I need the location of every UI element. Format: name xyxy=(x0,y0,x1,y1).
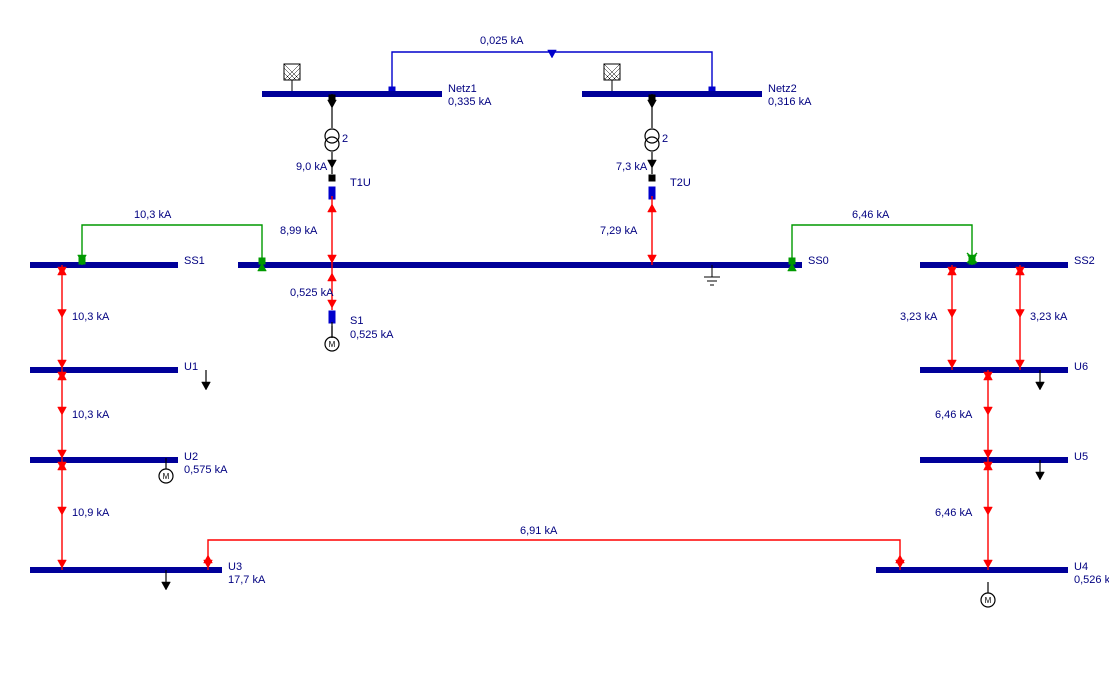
motor-letter: M xyxy=(163,472,170,481)
single-line-diagram: 0,025 kA Netz10,335 kA Netz20,316 kA SS0 SS1… xyxy=(0,0,1109,678)
branch-current: 10,3 kA xyxy=(72,409,110,421)
breaker-icon xyxy=(329,311,335,317)
breaker-icon xyxy=(649,95,655,101)
bus-name-U3: U3 xyxy=(228,561,242,573)
coupler-current: 10,3 kA xyxy=(134,209,172,221)
bottom-link xyxy=(208,540,900,570)
bus-name-U5: U5 xyxy=(1074,451,1088,463)
t-feed-name: T2U xyxy=(670,177,691,189)
flow-arrow-icon xyxy=(204,555,213,563)
bus-name-SS2: SS2 xyxy=(1074,255,1095,267)
flow-arrow-icon xyxy=(948,360,957,368)
flow-arrow-icon xyxy=(58,310,67,318)
grid-source-icon xyxy=(604,64,620,80)
top-link-value: 0,025 kA xyxy=(480,35,524,47)
t-feed-name: T1U xyxy=(350,177,371,189)
bus-name-SS1: SS1 xyxy=(184,255,205,267)
bus-name-U2: U2 xyxy=(184,451,198,463)
grid-source-icon xyxy=(284,64,300,80)
s1-current-top: 0,525 kA xyxy=(290,287,334,299)
flow-arrow-icon xyxy=(58,507,67,515)
ground-icon xyxy=(704,277,720,285)
flow-arrow-icon xyxy=(58,560,67,568)
flow-arrow-icon xyxy=(58,360,67,368)
motor-icon: M xyxy=(325,337,339,351)
feed-current: 7,29 kA xyxy=(600,225,638,237)
bottom-link-current: 6,91 kA xyxy=(520,525,558,537)
transformer-tap: 2 xyxy=(662,133,668,145)
flow-arrow-icon xyxy=(648,160,657,168)
load-arrow-icon xyxy=(1036,472,1045,480)
breaker-icon xyxy=(79,258,85,264)
motor-icon: M xyxy=(159,469,173,483)
t-feed-current: 7,3 kA xyxy=(616,161,648,173)
flow-arrow-icon xyxy=(548,50,557,58)
branch-current: 6,46 kA xyxy=(935,409,973,421)
flow-arrow-icon xyxy=(984,507,993,515)
flow-arrow-icon xyxy=(984,560,993,568)
breaker-icon xyxy=(789,258,795,264)
breaker-icon xyxy=(329,95,335,101)
flow-arrow-icon xyxy=(648,255,657,263)
flow-arrow-icon xyxy=(1016,360,1025,368)
motor-letter: M xyxy=(985,596,992,605)
load-arrow-icon xyxy=(202,382,211,390)
breaker-icon xyxy=(649,187,655,193)
bus-name-U1: U1 xyxy=(184,361,198,373)
flow-arrow-icon xyxy=(984,407,993,415)
flow-arrow-icon xyxy=(328,300,337,308)
transformer-icon xyxy=(325,129,339,151)
branch-current: 3,23 kA xyxy=(900,311,938,323)
flow-arrow-icon xyxy=(984,450,993,458)
branch-current: 6,46 kA xyxy=(935,507,973,519)
flow-arrow-icon xyxy=(896,555,905,563)
flow-arrow-icon xyxy=(948,310,957,318)
transformer-icon xyxy=(645,129,659,151)
bus-name-Netz1: Netz1 xyxy=(448,83,477,95)
bus-name-SS0: SS0 xyxy=(808,255,829,267)
branch-current: 10,9 kA xyxy=(72,507,110,519)
s1-current-bot: 0,525 kA xyxy=(350,329,394,341)
bus-current-U3: 17,7 kA xyxy=(228,574,266,586)
flow-arrow-icon xyxy=(58,407,67,415)
breaker-icon xyxy=(259,258,265,264)
load-arrow-icon xyxy=(162,582,171,590)
flow-arrow-icon xyxy=(648,204,657,212)
flow-arrow-icon xyxy=(328,204,337,212)
flow-arrow-icon xyxy=(1016,310,1025,318)
flow-arrow-icon xyxy=(328,160,337,168)
motor-letter: M xyxy=(329,340,336,349)
s1-name: S1 xyxy=(350,315,363,327)
green-coupler xyxy=(82,225,262,265)
breaker-icon xyxy=(329,175,335,181)
flow-arrow-icon xyxy=(328,255,337,263)
branch-current: 3,23 kA xyxy=(1030,311,1068,323)
motor-icon: M xyxy=(981,593,995,607)
t-feed-current: 9,0 kA xyxy=(296,161,328,173)
bus-name-Netz2: Netz2 xyxy=(768,83,797,95)
breaker-icon xyxy=(649,175,655,181)
flow-arrow-icon xyxy=(58,450,67,458)
transformer-tap: 2 xyxy=(342,133,348,145)
flow-arrow-icon xyxy=(328,273,337,281)
bus-current-Netz1: 0,335 kA xyxy=(448,96,492,108)
bus-name-U4: U4 xyxy=(1074,561,1088,573)
breaker-icon xyxy=(329,187,335,193)
bus-name-U6: U6 xyxy=(1074,361,1088,373)
bus-current-Netz2: 0,316 kA xyxy=(768,96,812,108)
feed-current: 8,99 kA xyxy=(280,225,318,237)
bus-current-U2: 0,575 kA xyxy=(184,464,228,476)
coupler-current: 6,46 kA xyxy=(852,209,890,221)
load-arrow-icon xyxy=(1036,382,1045,390)
bus-current-U4: 0,526 kA xyxy=(1074,574,1109,586)
branch-current: 10,3 kA xyxy=(72,311,110,323)
